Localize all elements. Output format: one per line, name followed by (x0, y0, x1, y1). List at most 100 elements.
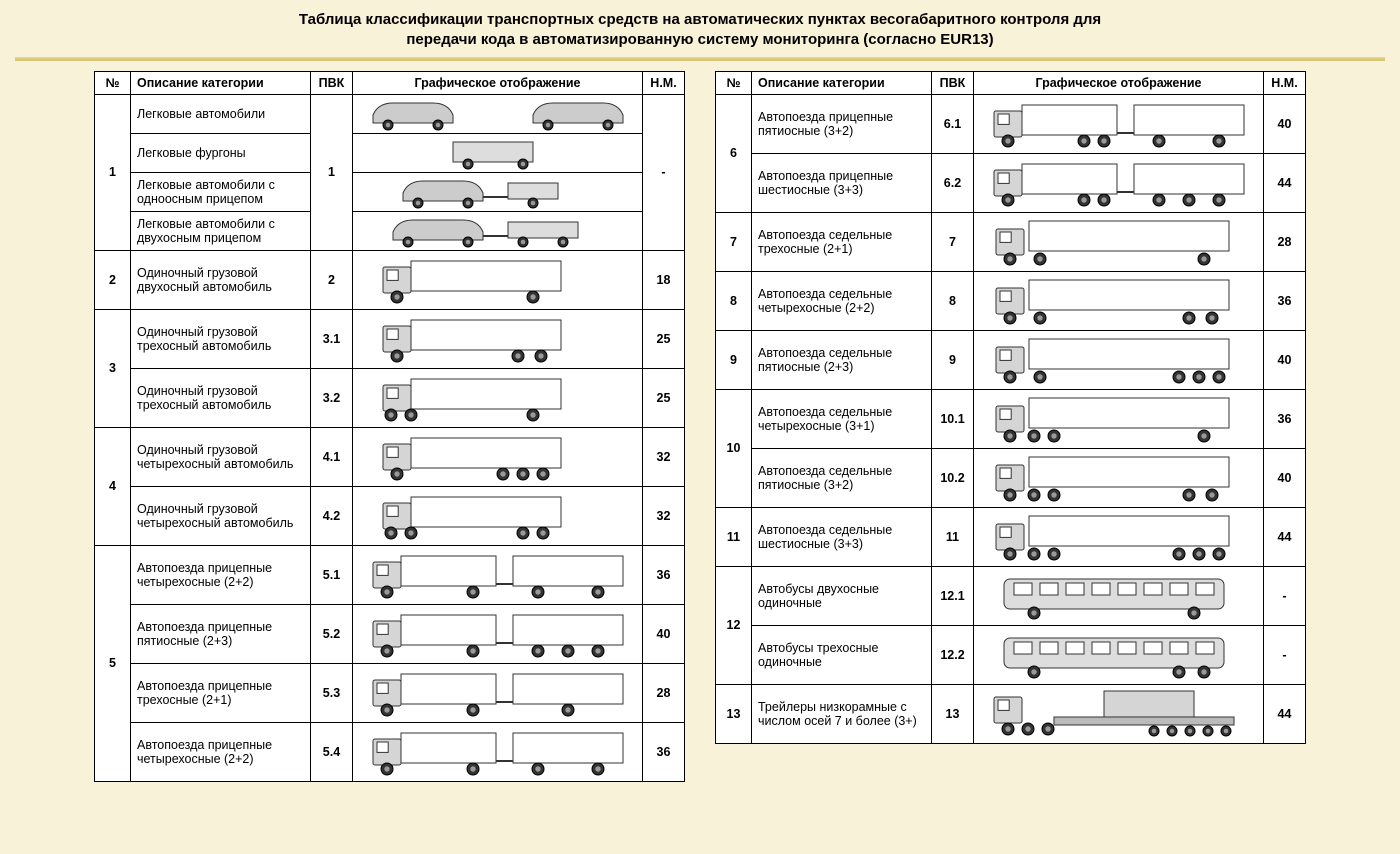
cell-pvk: 9 (932, 330, 974, 389)
header-nm: Н.М. (643, 71, 685, 94)
cell-desc: Автопоезда прицепные четырехосные (2+2) (131, 545, 311, 604)
cell-desc: Автопоезда прицепные трехосные (2+1) (131, 663, 311, 722)
cell-nm: 32 (643, 486, 685, 545)
cell-pvk: 13 (932, 684, 974, 743)
cell-nm: 36 (1264, 271, 1306, 330)
vehicle-icon (978, 687, 1259, 741)
cell-nm: 28 (643, 663, 685, 722)
cell-nm: - (1264, 566, 1306, 625)
table-row: 3Одиночный грузовой трехосный автомобиль… (95, 309, 685, 368)
cell-img (353, 368, 643, 427)
table-row: 1Легковые автомобили1- (95, 94, 685, 133)
vehicle-icon (978, 274, 1259, 328)
table-row: Одиночный грузовой трехосный автомобиль3… (95, 368, 685, 427)
cell-pvk: 11 (932, 507, 974, 566)
cell-desc: Одиночный грузовой четырехосный автомоби… (131, 486, 311, 545)
cell-img (353, 211, 643, 250)
cell-desc: Одиночный грузовой трехосный автомобиль (131, 309, 311, 368)
tables-container: № Описание категории ПВК Графическое ото… (15, 71, 1385, 782)
cell-img (974, 684, 1264, 743)
cell-desc: Автопоезда седельные трехосные (2+1) (752, 212, 932, 271)
table-row: 6Автопоезда прицепные пятиосные (3+2)6.1… (716, 94, 1306, 153)
vehicle-icon (357, 136, 638, 170)
table-row: 12Автобусы двухосные одиночные12.1- (716, 566, 1306, 625)
cell-pvk: 2 (311, 250, 353, 309)
table-row: Автобусы трехосные одиночные12.2- (716, 625, 1306, 684)
vehicle-icon (357, 175, 638, 209)
right-table: № Описание категории ПВК Графическое ото… (715, 71, 1306, 744)
table-row: Автопоезда прицепные трехосные (2+1)5.3 2… (95, 663, 685, 722)
title-line-1: Таблица классификации транспортных средс… (299, 11, 1101, 28)
table-row: 7Автопоезда седельные трехосные (2+1)728 (716, 212, 1306, 271)
vehicle-icon (357, 607, 638, 661)
cell-pvk: 1 (311, 94, 353, 250)
cell-img (353, 94, 643, 133)
cell-pvk: 12.1 (932, 566, 974, 625)
vehicle-icon (978, 97, 1259, 151)
cell-desc: Автопоезда прицепные пятиосные (3+2) (752, 94, 932, 153)
left-table: № Описание категории ПВК Графическое ото… (94, 71, 685, 782)
cell-desc: Легковые автомобили с одноосным прицепом (131, 172, 311, 211)
cell-num: 10 (716, 389, 752, 507)
cell-nm: 36 (643, 545, 685, 604)
table-row: 5Автопоезда прицепные четырехосные (2+2)… (95, 545, 685, 604)
vehicle-icon (357, 253, 638, 307)
cell-img (353, 172, 643, 211)
table-row: 4Одиночный грузовой четырехосный автомоб… (95, 427, 685, 486)
cell-num: 6 (716, 94, 752, 212)
cell-num: 3 (95, 309, 131, 427)
cell-pvk: 6.2 (932, 153, 974, 212)
cell-desc: Трейлеры низкорамные с числом осей 7 и б… (752, 684, 932, 743)
header-desc: Описание категории (752, 71, 932, 94)
header-nm: Н.М. (1264, 71, 1306, 94)
cell-img (974, 507, 1264, 566)
header-num: № (95, 71, 131, 94)
vehicle-icon (357, 430, 638, 484)
cell-pvk: 4.2 (311, 486, 353, 545)
table-row: Легковые фургоны (95, 133, 685, 172)
table-row: 13Трейлеры низкорамные с числом осей 7 и… (716, 684, 1306, 743)
table-row: Легковые автомобили с двухосным прицепом (95, 211, 685, 250)
header-num: № (716, 71, 752, 94)
vehicle-icon (978, 569, 1259, 623)
cell-pvk: 5.1 (311, 545, 353, 604)
cell-pvk: 5.2 (311, 604, 353, 663)
title-line-2: передачи кода в автоматизированную систе… (406, 31, 993, 48)
cell-num: 11 (716, 507, 752, 566)
cell-desc: Автопоезда седельные пятиосные (3+2) (752, 448, 932, 507)
header-img: Графическое отображение (353, 71, 643, 94)
cell-img (353, 309, 643, 368)
cell-desc: Легковые фургоны (131, 133, 311, 172)
vehicle-icon (357, 214, 638, 248)
page-title: Таблица классификации транспортных средс… (15, 10, 1385, 51)
cell-desc: Одиночный грузовой четырехосный автомоби… (131, 427, 311, 486)
cell-nm: 44 (1264, 153, 1306, 212)
cell-img (974, 389, 1264, 448)
cell-desc: Автопоезда седельные четырехосные (3+1) (752, 389, 932, 448)
cell-img (974, 94, 1264, 153)
cell-pvk: 5.3 (311, 663, 353, 722)
cell-img (353, 722, 643, 781)
cell-num: 2 (95, 250, 131, 309)
cell-num: 8 (716, 271, 752, 330)
table-row: 10Автопоезда седельные четырехосные (3+1… (716, 389, 1306, 448)
table-row: 11Автопоезда седельные шестиосные (3+3)1… (716, 507, 1306, 566)
cell-desc: Автопоезда прицепные четырехосные (2+2) (131, 722, 311, 781)
cell-img (353, 133, 643, 172)
table-row: Автопоезда седельные пятиосные (3+2)10.2… (716, 448, 1306, 507)
cell-pvk: 10.2 (932, 448, 974, 507)
cell-img (353, 663, 643, 722)
table-row: 8Автопоезда седельные четырехосные (2+2)… (716, 271, 1306, 330)
cell-desc: Одиночный грузовой двухосный автомобиль (131, 250, 311, 309)
header-pvk: ПВК (311, 71, 353, 94)
cell-img (353, 486, 643, 545)
cell-img (974, 625, 1264, 684)
table-row: 2Одиночный грузовой двухосный автомобиль… (95, 250, 685, 309)
cell-desc: Автопоезда седельные пятиосные (2+3) (752, 330, 932, 389)
cell-pvk: 7 (932, 212, 974, 271)
vehicle-icon (357, 548, 638, 602)
cell-nm: - (643, 94, 685, 250)
table-row: Автопоезда прицепные шестиосные (3+3)6.2… (716, 153, 1306, 212)
cell-nm: 25 (643, 368, 685, 427)
cell-img (974, 212, 1264, 271)
